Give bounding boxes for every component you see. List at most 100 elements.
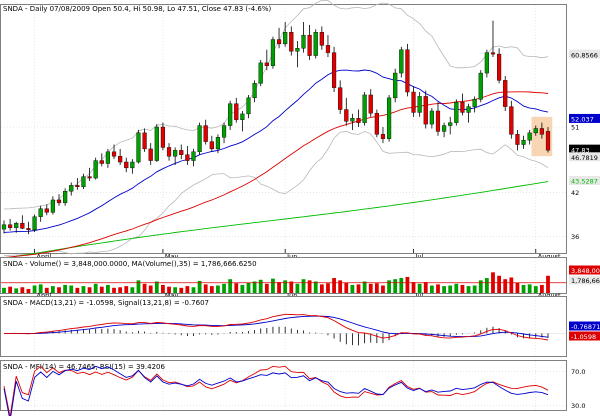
candle [94,158,98,180]
candle-body [155,127,159,161]
candle-body [143,133,147,149]
volume-bar [332,278,336,293]
volume-title: SNDA - Volume() = 3,848,000.0000, MA(Vol… [3,260,257,268]
candle [314,29,318,58]
candle-body [228,104,232,126]
mfi-rsi-panel: SNDA - MFI(14) = 46.7465, RSI(15) = 39.4… [1,361,586,417]
volume-bar [265,284,269,293]
volume-bar [436,284,440,293]
volume-bar [357,284,361,293]
volume-bar [528,284,532,293]
candle-body [479,73,483,99]
candle [503,76,507,111]
candle-body [344,110,348,122]
price-tag-text: 46.7819 [571,154,598,162]
price-tag: 52.037 [569,114,600,124]
candle [198,123,202,155]
candle-body [381,134,385,138]
macd-title: SNDA - MACD(13,21) = -1.0598, Signal(13,… [3,299,209,307]
volume-bar [479,280,483,293]
candle-body [308,35,312,55]
candle-body [503,80,507,106]
volume-bar [430,286,434,293]
candle-body [442,126,446,132]
volume-bar [8,287,12,293]
macd-tag: -1.0598 [569,332,600,342]
candle-body [27,228,31,229]
candle [479,70,483,102]
volume-bar [88,287,92,293]
candle [33,215,37,233]
candle-body [14,223,18,227]
candle-body [302,35,306,48]
candle-body [118,156,122,162]
volume-bar [14,288,18,293]
candle [332,47,336,92]
candle [509,101,513,139]
candle-body [461,102,465,112]
volume-bar [516,283,520,293]
candle-body [130,162,134,168]
volume-bar [363,282,367,294]
candle-body [375,113,379,134]
volume-bar [375,283,379,293]
candle [393,69,397,103]
price-panel: SNDA - Daily 07/08/2009 Open 50.4, Hi 50… [1,0,600,260]
volume-bar [130,287,134,293]
candle-body [57,200,61,203]
candle-body [100,161,104,164]
volume-bar [69,286,73,293]
volume-bar [503,279,507,293]
macd-panel: SNDA - MACD(13,21) = -1.0598, Signal(13,… [1,297,600,357]
candle [363,92,367,126]
volume-bar [75,288,79,293]
candle-body [94,161,98,179]
volume-bar [497,276,501,293]
candle [387,95,391,142]
volume-bar [112,288,116,293]
price-tag: 43.5287 [569,176,600,186]
candle-body [540,128,544,134]
volume-bar [27,289,31,293]
candle-body [210,142,214,149]
volume-bar [381,286,385,293]
candle-body [295,48,299,51]
candle-body [387,98,391,139]
candle-body [198,126,202,152]
volume-tag: 1,786,666 [569,276,600,286]
volume-tag-text: 3,848,000 [571,267,600,275]
volume-tag-text: 1,786,666 [571,277,600,285]
candle-body [253,83,257,98]
price-tick-label: 36 [571,233,579,241]
macd-tag-text: -1.0598 [571,333,596,341]
candle-body [436,111,440,131]
candle-body [406,50,410,92]
volume-bar [155,282,159,294]
volume-bar [326,283,330,293]
candle-body [528,133,532,140]
candle-body [289,32,293,51]
volume-bar [344,283,348,293]
candle-body [277,40,281,44]
candle [454,99,458,125]
candle-body [234,104,238,120]
candle-body [106,152,110,164]
volume-bar [124,286,128,293]
candle-body [534,128,538,132]
candle-body [82,177,86,187]
volume-bar [314,282,318,294]
candle-body [259,63,263,83]
mfi-rsi-tick-label: 30.0 [571,402,585,410]
volume-bar [271,279,275,293]
candle-body [161,127,165,147]
candle [155,124,159,162]
candle [137,130,141,164]
volume-bar [351,285,355,293]
macd-tag-text: -0.76871 [571,323,600,331]
price-tick-label: 51 [571,124,579,132]
price-tag: 46.7819 [569,152,600,162]
candle-body [448,123,452,126]
volume-bar [204,284,208,293]
candle-body [179,150,183,154]
